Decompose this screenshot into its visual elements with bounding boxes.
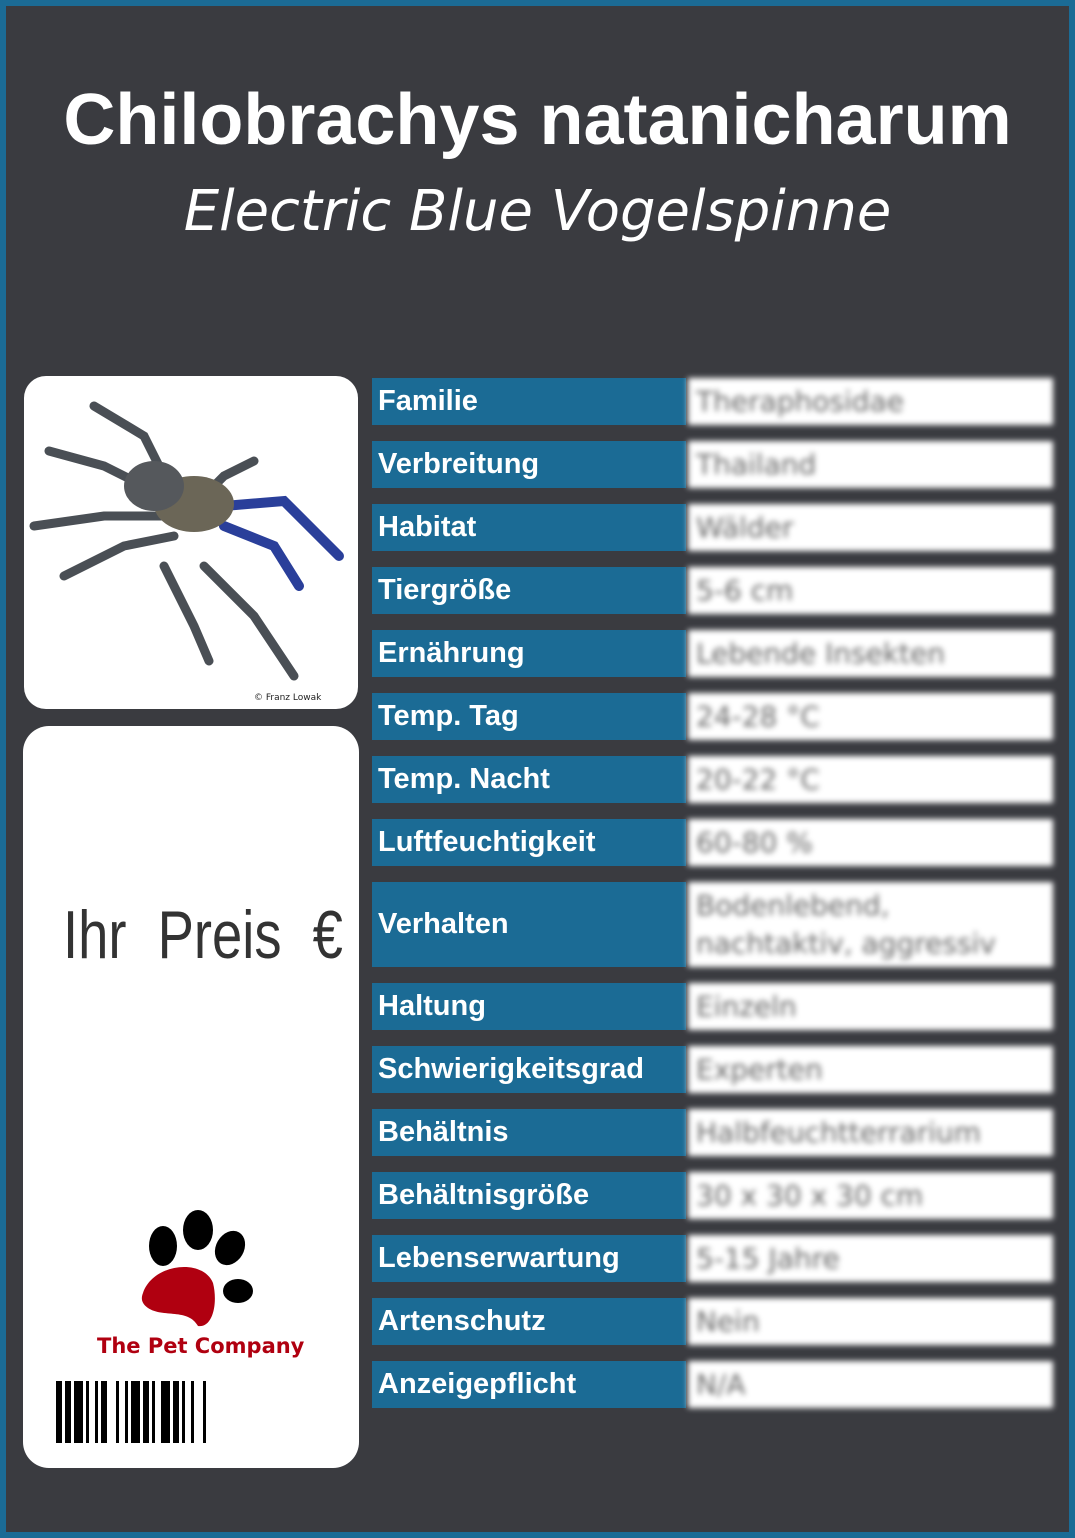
row-value: 5-15 Jahre <box>688 1235 1053 1282</box>
row-value: 30 x 30 x 30 cm <box>688 1172 1053 1219</box>
barcode-bar <box>62 1381 65 1443</box>
common-name: Electric Blue Vogelspinne <box>183 179 892 244</box>
barcode-bar <box>206 1381 212 1443</box>
barcode-bar <box>155 1381 161 1443</box>
barcode-bar <box>152 1381 155 1443</box>
row-label: Verhalten <box>372 882 686 967</box>
row-value: Bodenlebend, nachtaktiv, aggressiv <box>688 882 1053 967</box>
barcode-bar <box>194 1381 203 1443</box>
barcode-bar <box>191 1381 194 1443</box>
row-value: 24-28 °C <box>688 693 1053 740</box>
info-row: Luftfeuchtigkeit 60-80 % <box>372 819 1053 866</box>
row-label: Ernährung <box>372 630 686 677</box>
barcode-bar <box>185 1381 191 1443</box>
info-row: Behältnis Halbfeuchtterrarium <box>372 1109 1053 1156</box>
row-label: Artenschutz <box>372 1298 686 1345</box>
row-value: Lebende Insekten <box>688 630 1053 677</box>
row-label: Verbreitung <box>372 441 686 488</box>
row-label: Habitat <box>372 504 686 551</box>
row-value: Halbfeuchtterrarium <box>688 1109 1053 1156</box>
spider-photo: © Franz Lowak <box>24 376 358 709</box>
barcode-bar <box>125 1381 128 1443</box>
info-row: Anzeigepflicht N/A <box>372 1361 1053 1408</box>
info-row: Verbreitung Thailand <box>372 441 1053 488</box>
info-row: Verhalten Bodenlebend, nachtaktiv, aggres… <box>372 882 1053 967</box>
barcode-bar <box>107 1381 116 1443</box>
barcode-bar <box>170 1381 173 1443</box>
price-card: Ihr Preis € The Pet Company <box>23 726 359 1468</box>
barcode-bar <box>131 1381 140 1443</box>
row-label: Tiergröße <box>372 567 686 614</box>
barcode-bar <box>128 1381 131 1443</box>
info-row: Temp. Nacht 20-22 °C <box>372 756 1053 803</box>
row-value: Theraphosidae <box>688 378 1053 425</box>
barcode <box>56 1381 331 1443</box>
barcode-bar <box>173 1381 179 1443</box>
row-label: Haltung <box>372 983 686 1030</box>
company-name: The Pet Company <box>97 1334 305 1358</box>
info-row: Behältnisgröße 30 x 30 x 30 cm <box>372 1172 1053 1219</box>
info-row: Artenschutz Nein <box>372 1298 1053 1345</box>
info-row: Ernährung Lebende Insekten <box>372 630 1053 677</box>
barcode-bar <box>86 1381 89 1443</box>
barcode-bar <box>203 1381 206 1443</box>
barcode-bar <box>143 1381 149 1443</box>
row-label: Temp. Nacht <box>372 756 686 803</box>
barcode-bar <box>179 1381 182 1443</box>
row-label: Behältnisgröße <box>372 1172 686 1219</box>
barcode-bar <box>182 1381 185 1443</box>
row-label: Behältnis <box>372 1109 686 1156</box>
barcode-bar <box>95 1381 98 1443</box>
info-table: Familie Theraphosidae Verbreitung Thailand H… <box>372 378 1053 1424</box>
barcode-bar <box>161 1381 170 1443</box>
row-value: Thailand <box>688 441 1053 488</box>
barcode-bar <box>56 1381 62 1443</box>
barcode-bar <box>74 1381 83 1443</box>
barcode-bar <box>149 1381 152 1443</box>
barcode-bar <box>101 1381 107 1443</box>
row-value: Wälder <box>688 504 1053 551</box>
info-row: Familie Theraphosidae <box>372 378 1053 425</box>
barcode-bar <box>98 1381 101 1443</box>
info-row: Tiergröße 5-6 cm <box>372 567 1053 614</box>
barcode-bar <box>89 1381 95 1443</box>
info-row: Temp. Tag 24-28 °C <box>372 693 1053 740</box>
barcode-bar <box>140 1381 143 1443</box>
row-value: Einzeln <box>688 983 1053 1030</box>
row-label: Familie <box>372 378 686 425</box>
photo-credit: © Franz Lowak <box>254 693 322 703</box>
spider-icon <box>29 401 344 681</box>
barcode-bar <box>119 1381 125 1443</box>
row-value: 60-80 % <box>688 819 1053 866</box>
row-label: Schwierigkeitsgrad <box>372 1046 686 1093</box>
info-row: Lebenserwartung 5-15 Jahre <box>372 1235 1053 1282</box>
row-label: Luftfeuchtigkeit <box>372 819 686 866</box>
species-title: Chilobrachys natanicharum <box>63 80 1012 160</box>
row-label: Anzeigepflicht <box>372 1361 686 1408</box>
row-label: Lebenserwartung <box>372 1235 686 1282</box>
row-value: 20-22 °C <box>688 756 1053 803</box>
barcode-bar <box>65 1381 71 1443</box>
row-label: Temp. Tag <box>372 693 686 740</box>
row-value: Nein <box>688 1298 1053 1345</box>
price-label: Ihr Preis € <box>63 897 343 973</box>
barcode-bar <box>71 1381 74 1443</box>
info-row: Schwierigkeitsgrad Experten <box>372 1046 1053 1093</box>
barcode-bar <box>116 1381 119 1443</box>
info-row: Habitat Wälder <box>372 504 1053 551</box>
info-row: Haltung Einzeln <box>372 983 1053 1030</box>
barcode-bar <box>83 1381 86 1443</box>
paw-logo-icon <box>141 1210 253 1327</box>
row-value: Experten <box>688 1046 1053 1093</box>
row-value: 5-6 cm <box>688 567 1053 614</box>
row-value: N/A <box>688 1361 1053 1408</box>
